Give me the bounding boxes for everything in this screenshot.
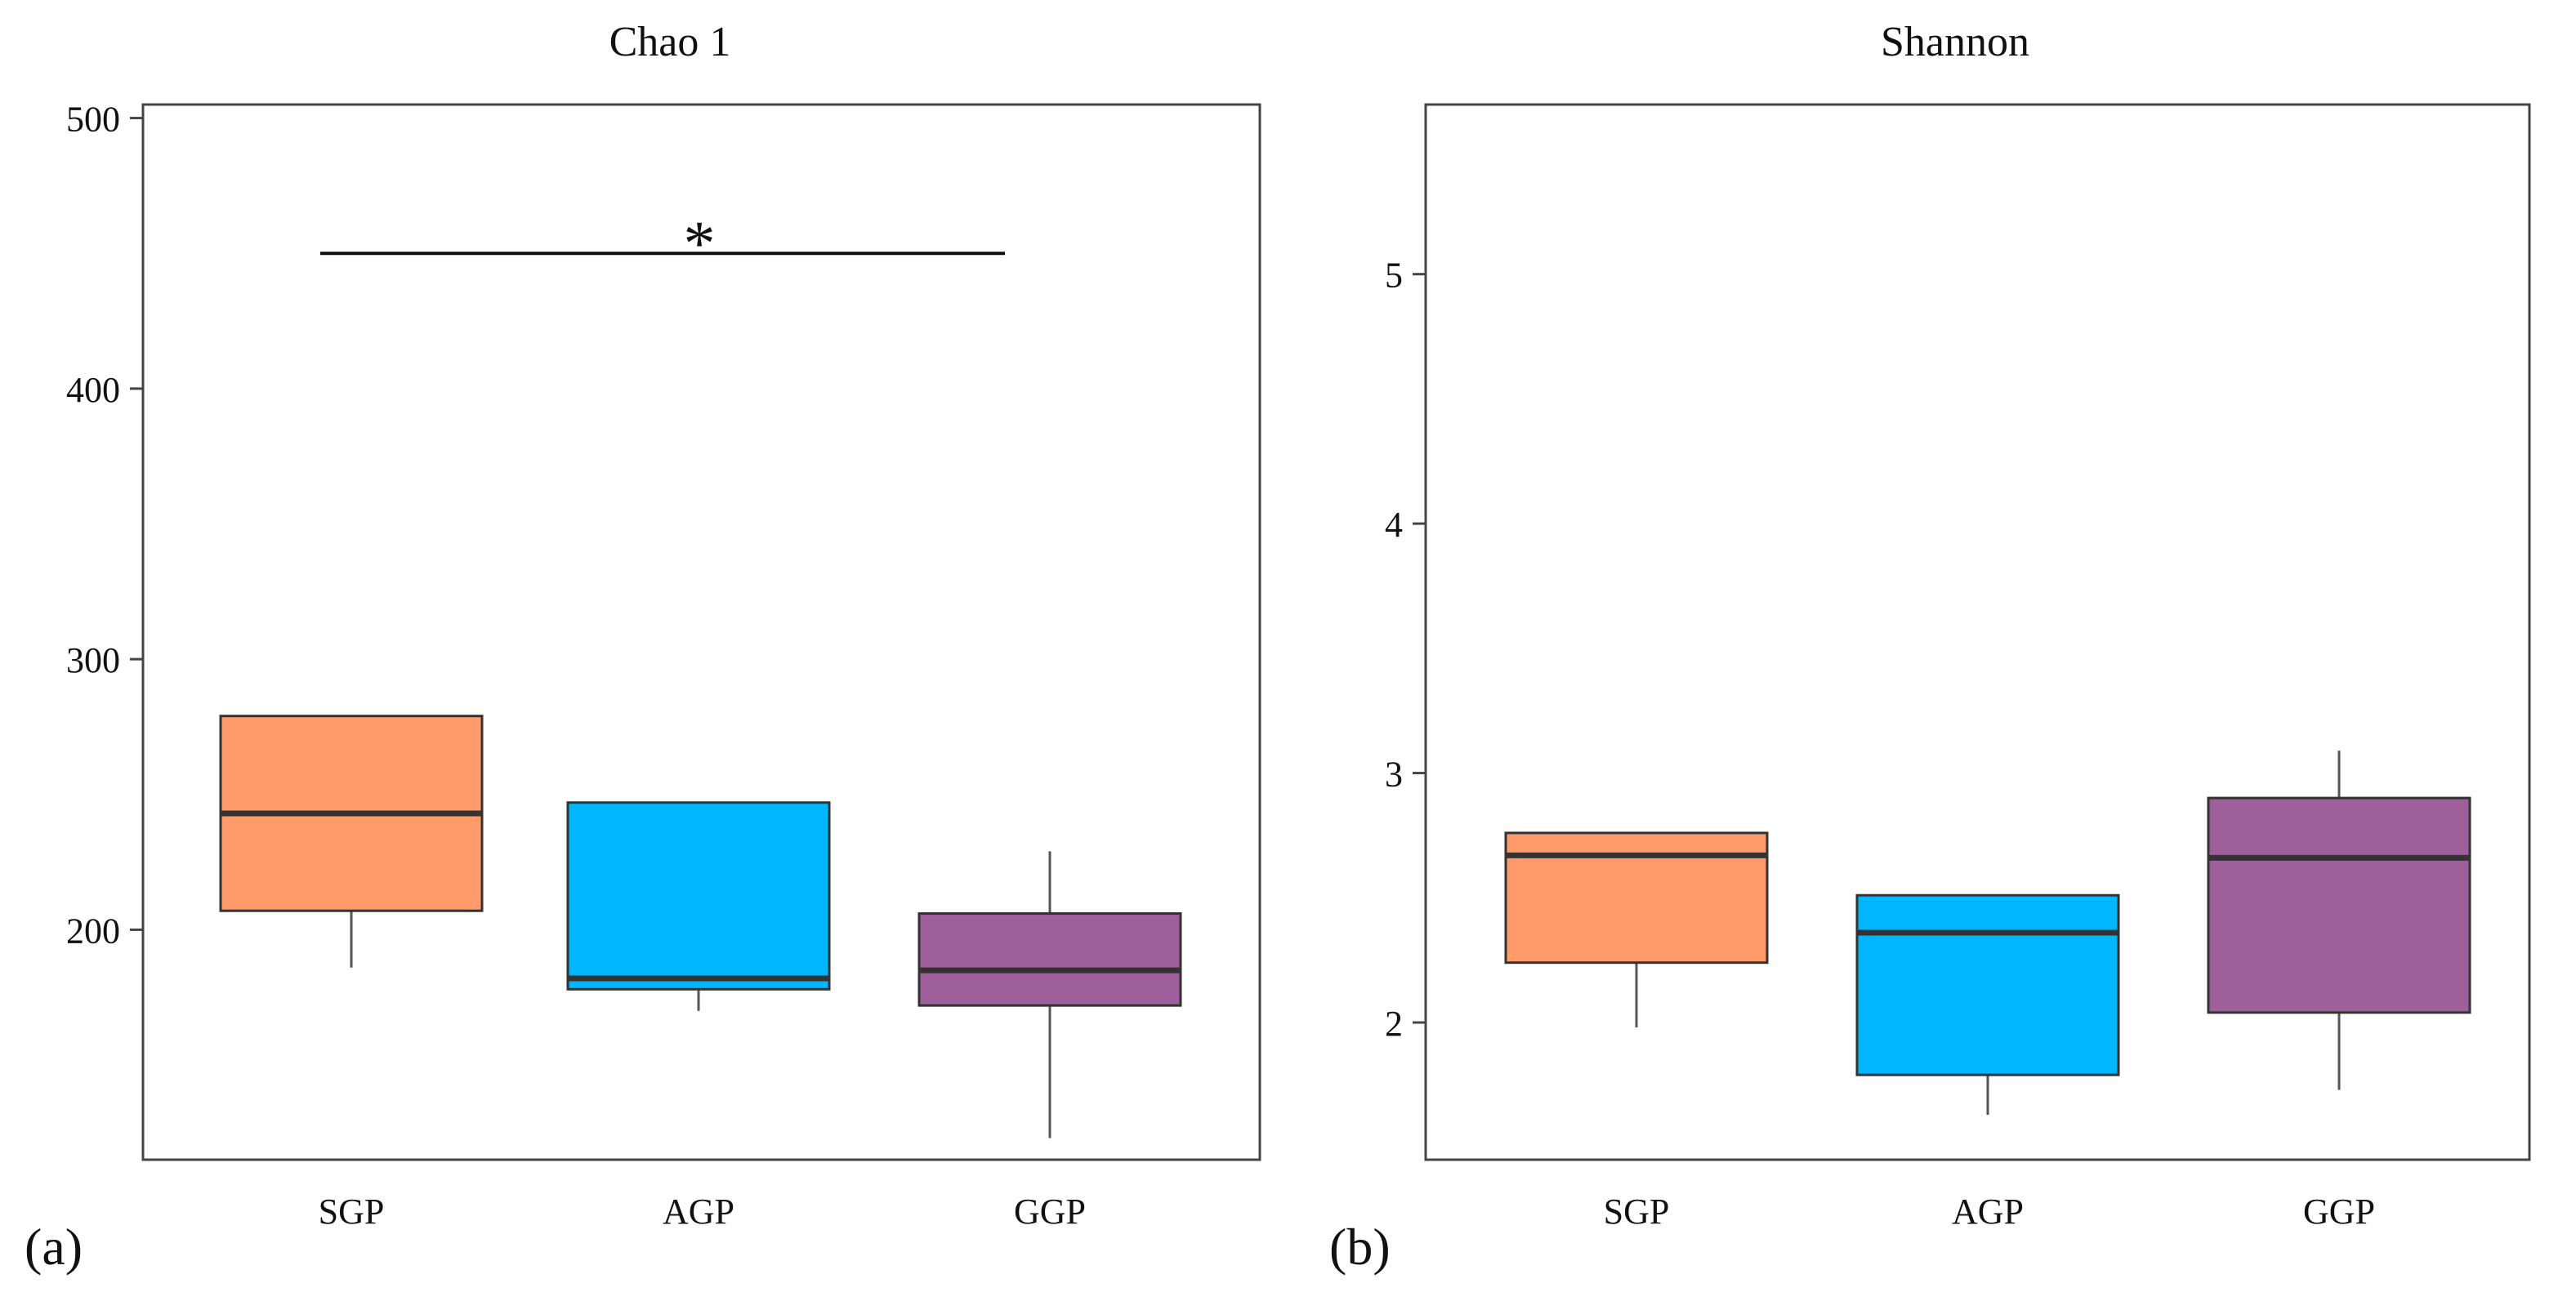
chao1-plot-frame <box>141 103 1261 1161</box>
chao1-ytick-label-0: 200 <box>66 911 120 951</box>
shannon-box-body-ggp <box>2207 796 2471 1014</box>
chao1-box-body-ggp <box>917 912 1182 1007</box>
shannon-xtick-label-ggp: GGP <box>2303 1192 2375 1232</box>
shannon-box-ggp <box>2207 751 2471 1090</box>
shannon-ytick-label-2: 4 <box>1385 505 1403 545</box>
shannon-x-axis: SGP AGP GGP <box>1604 1192 2375 1232</box>
shannon-ytick-label-1: 3 <box>1385 755 1403 795</box>
shannon-box-body-sgp <box>1504 831 1769 965</box>
chao1-x-axis: SGP AGP GGP <box>319 1192 1086 1232</box>
chao1-xtick-label-sgp: SGP <box>319 1192 385 1232</box>
chao1-ytick-label-3: 500 <box>66 100 120 140</box>
chao1-box-agp <box>566 801 831 1011</box>
chao1-box-sgp <box>219 715 484 968</box>
chao1-box-body-agp <box>566 801 831 991</box>
shannon-plot-frame <box>1424 103 2531 1161</box>
chao1-xtick-label-ggp: GGP <box>1014 1192 1086 1232</box>
chao1-xtick-label-agp: AGP <box>663 1192 734 1232</box>
shannon-box-sgp <box>1504 831 1769 1028</box>
shannon-xtick-label-agp: AGP <box>1952 1192 2024 1232</box>
shannon-box-agp <box>1855 893 2120 1116</box>
shannon-y-axis: 2 3 4 5 <box>1385 256 1426 1044</box>
chao1-panel: Chao 1 (a) * 200 300 400 500 SGP AGP GGP <box>25 19 1261 1276</box>
shannon-marks <box>1504 751 2471 1116</box>
chao1-ytick-label-1: 300 <box>66 640 120 680</box>
chao1-title: Chao 1 <box>609 19 731 65</box>
chao1-significance-label-0: * <box>684 207 716 278</box>
chao1-y-axis: 200 300 400 500 <box>66 100 143 951</box>
shannon-title: Shannon <box>1881 19 2029 65</box>
shannon-ytick-label-0: 2 <box>1385 1004 1403 1044</box>
shannon-box-body-agp <box>1855 893 2120 1076</box>
shannon-panel: Shannon (b) 2 3 4 5 SGP AGP GGP <box>1329 19 2531 1276</box>
shannon-ytick-label-3: 5 <box>1385 256 1403 296</box>
shannon-panel-label: (b) <box>1329 1218 1391 1276</box>
chao1-panel-label: (a) <box>25 1218 83 1276</box>
chao1-marks: * <box>219 207 1182 1138</box>
shannon-xtick-label-sgp: SGP <box>1604 1192 1670 1232</box>
chao1-box-ggp <box>917 851 1182 1138</box>
chao1-ytick-label-2: 400 <box>66 370 120 410</box>
